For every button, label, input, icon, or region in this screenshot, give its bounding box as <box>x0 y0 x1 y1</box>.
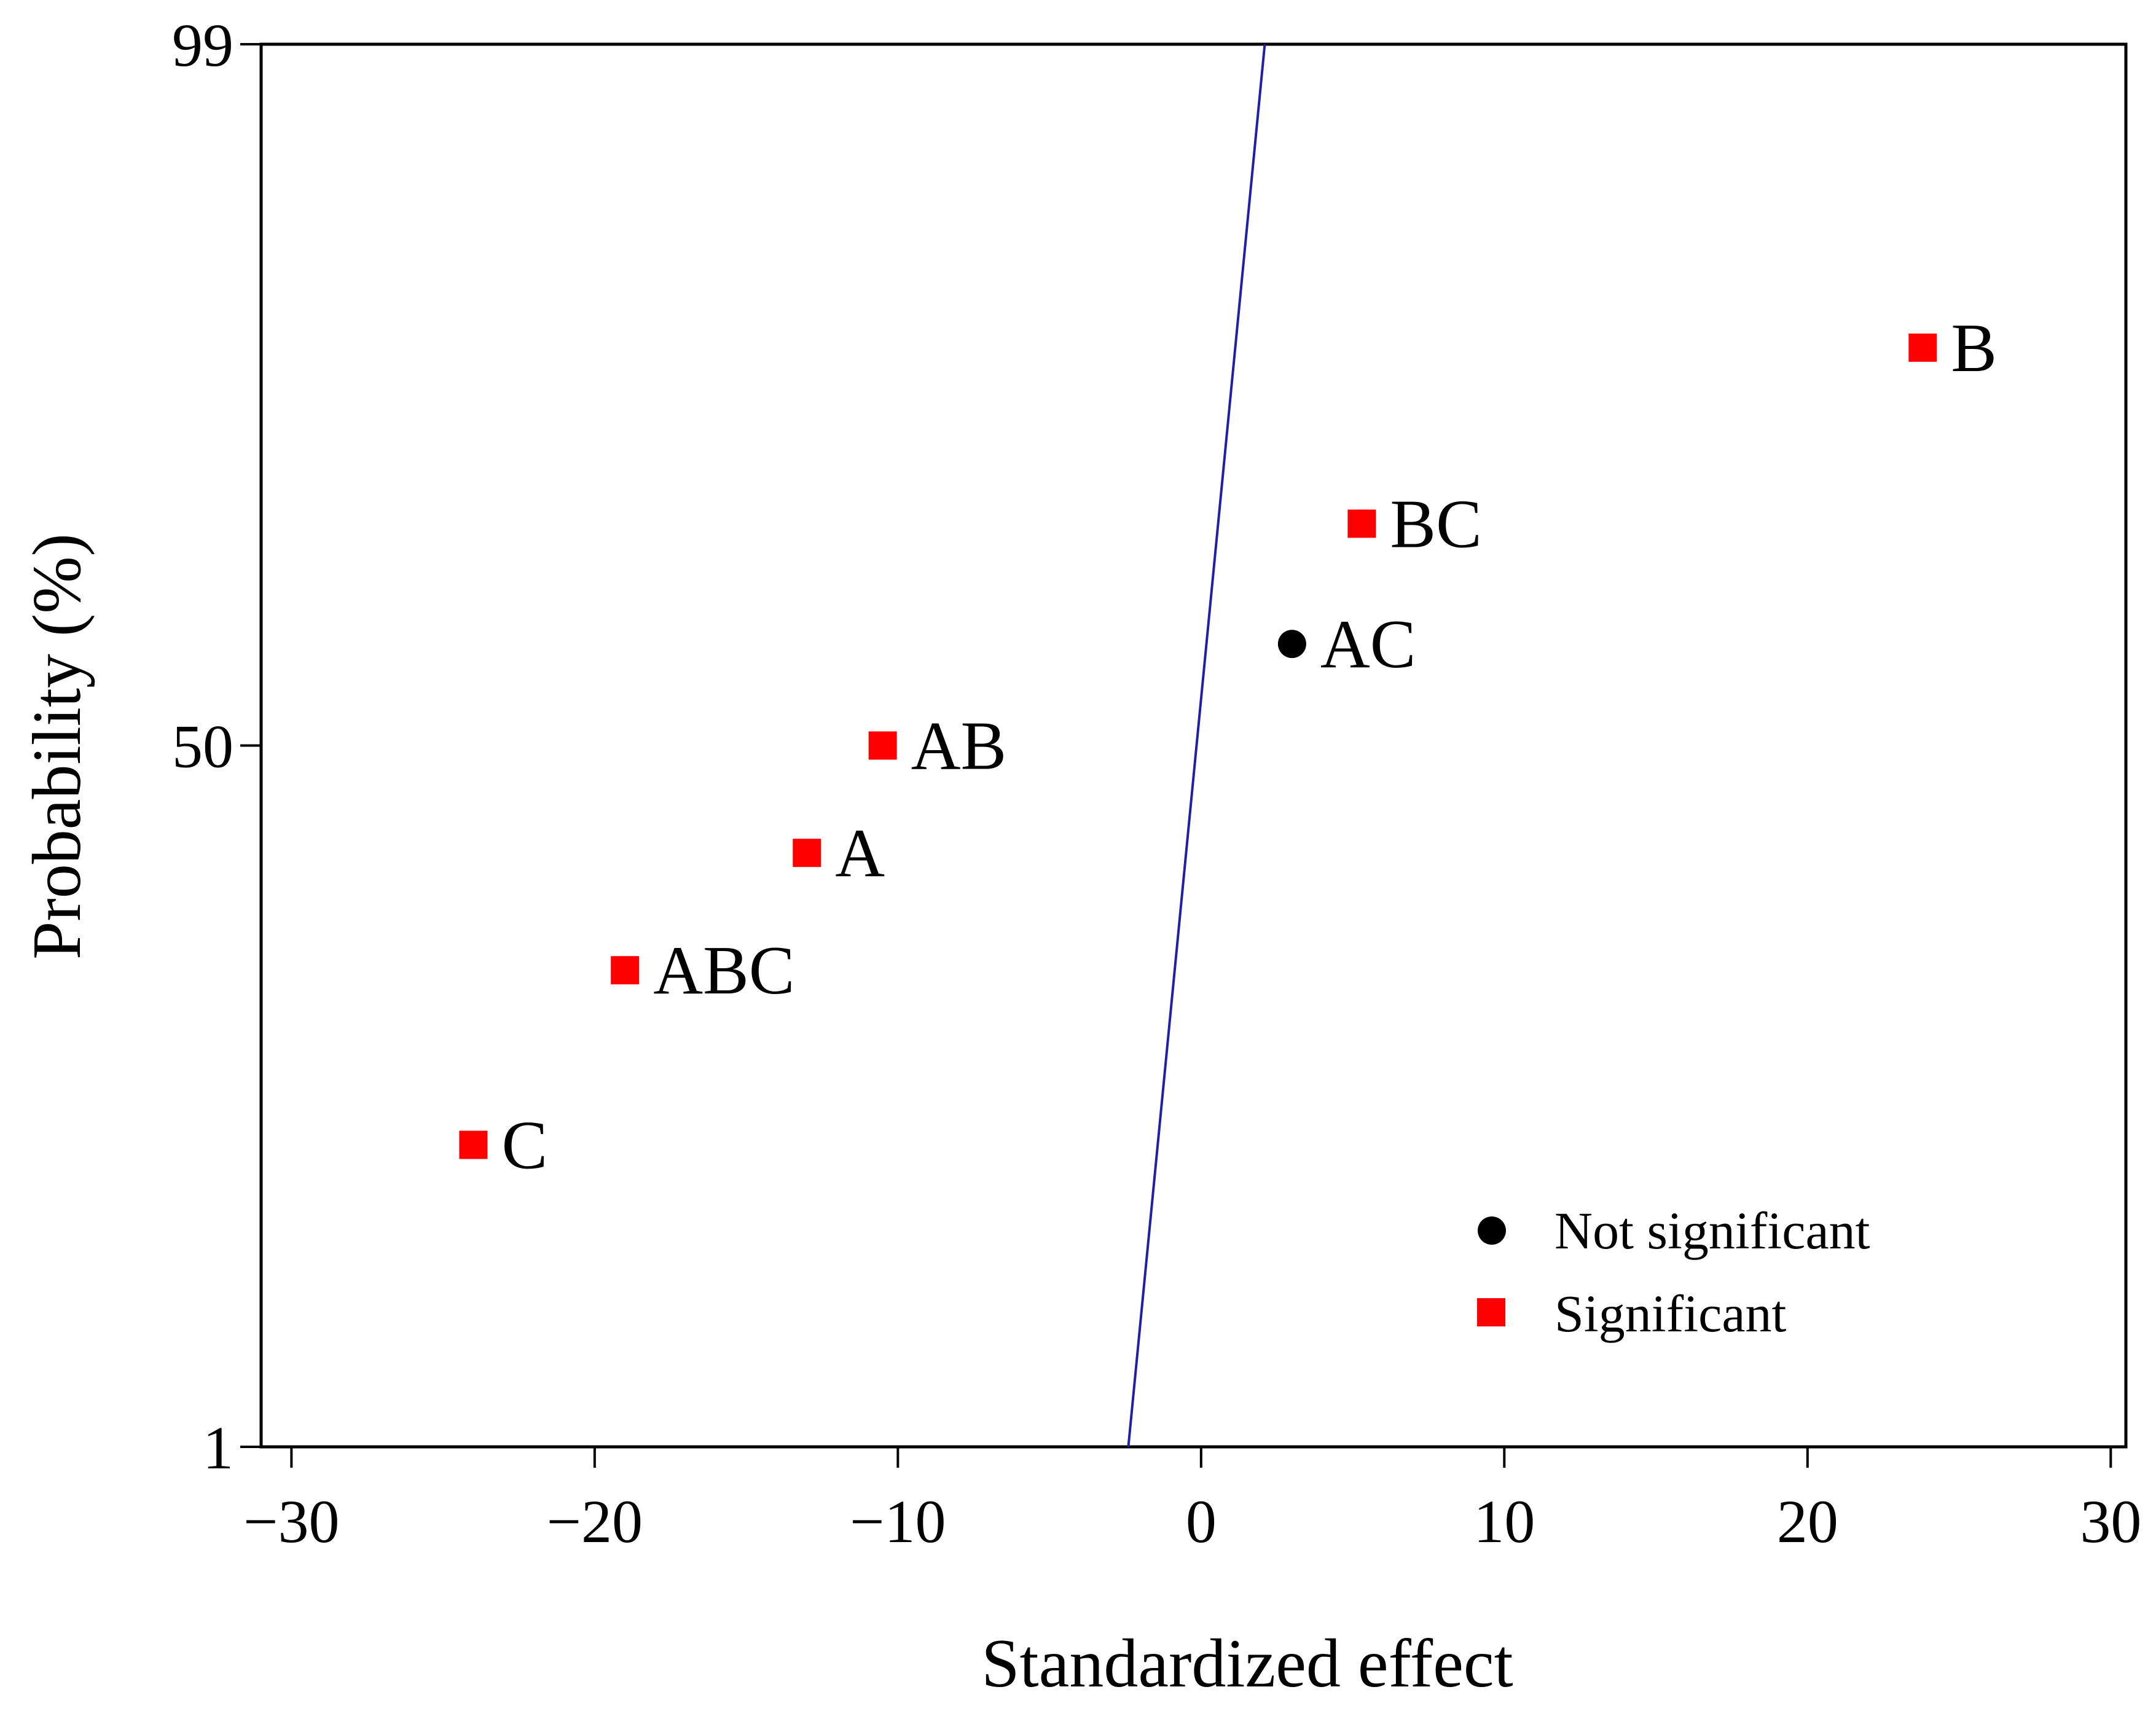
legend-significant-label: Significant <box>1554 1284 1786 1343</box>
y-axis: 1 50 99 <box>172 11 261 1482</box>
legend-not-significant-label: Not significant <box>1554 1201 1870 1260</box>
legend-significant-marker <box>1477 1298 1505 1326</box>
x-tick-label-minus-20: −20 <box>547 1487 643 1556</box>
point-label-ab: AB <box>911 708 1007 785</box>
point-label-ac: AC <box>1320 606 1416 683</box>
point-c <box>459 1130 488 1159</box>
point-ab <box>868 731 897 760</box>
point-b <box>1908 333 1937 362</box>
point-bc <box>1347 509 1376 538</box>
x-tick-label-minus-10: −10 <box>850 1487 946 1556</box>
x-axis: −30 −20 −10 0 10 20 30 <box>243 1447 2141 1556</box>
data-points: AC B BC AB A ABC C <box>459 310 1997 1183</box>
x-axis-title: Standardized effect <box>981 1626 1513 1702</box>
x-tick-label-minus-30: −30 <box>243 1487 339 1556</box>
point-a <box>793 839 821 867</box>
x-tick-label-30: 30 <box>2080 1487 2141 1556</box>
point-label-abc: ABC <box>653 933 794 1009</box>
point-ac <box>1277 630 1306 659</box>
y-tick-label-50: 50 <box>172 713 233 781</box>
y-tick-label-99: 99 <box>172 11 233 79</box>
y-axis-title: Probability (%) <box>19 533 95 960</box>
x-tick-label-10: 10 <box>1473 1487 1535 1556</box>
x-tick-label-20: 20 <box>1777 1487 1838 1556</box>
point-label-a: A <box>835 815 885 891</box>
point-abc <box>611 956 640 985</box>
point-label-c: C <box>501 1107 547 1183</box>
legend-not-significant-marker <box>1478 1216 1506 1245</box>
legend: Not significant Significant <box>1477 1201 1870 1343</box>
x-tick-label-0: 0 <box>1186 1487 1217 1556</box>
y-tick-label-1: 1 <box>203 1414 233 1482</box>
point-label-bc: BC <box>1390 486 1481 562</box>
point-label-b: B <box>1951 310 1997 386</box>
reference-line <box>1127 44 1266 1447</box>
